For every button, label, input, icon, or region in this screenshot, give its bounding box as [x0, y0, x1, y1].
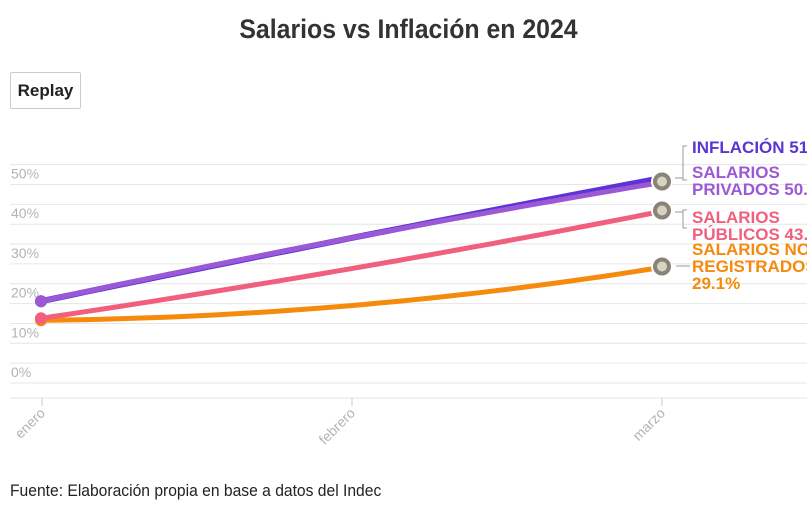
replay-button[interactable]: Replay: [10, 72, 81, 109]
series-label-no_registrados: SALARIOS NO: [692, 240, 807, 259]
end-marker-inner-publicos: [657, 205, 667, 216]
label-connector-publicos: [682, 209, 687, 229]
end-marker-inner-privados: [657, 176, 667, 187]
series-line-publicos: [38, 209, 664, 321]
y-tick-label: 10%: [11, 324, 39, 340]
y-tick-label: 20%: [11, 285, 39, 301]
y-tick-label: 50%: [11, 166, 39, 182]
series-line-no_registrados: [38, 265, 664, 323]
y-tick-label: 0%: [11, 364, 31, 380]
series-label-inflacion: INFLACIÓN 51.6%: [692, 138, 807, 157]
y-tick-label: 40%: [11, 205, 39, 221]
x-tick-label: febrero: [315, 405, 358, 448]
series-label-privados: SALARIOS: [692, 163, 780, 182]
chart-title: Salarios vs Inflación en 2024: [239, 14, 578, 44]
x-tick-label: marzo: [629, 405, 668, 444]
label-connector-top: [682, 145, 687, 181]
series-label-no_registrados: REGISTRADOS: [692, 257, 807, 276]
series-start-dot-publicos: [35, 312, 47, 325]
series-line-privados: [38, 180, 664, 304]
series-start-dot-privados: [35, 295, 47, 308]
series-label-publicos: PÚBLICOS 43.2%: [692, 225, 807, 244]
y-tick-label: 30%: [11, 245, 39, 261]
source-note: Fuente: Elaboración propia en base a dat…: [10, 481, 382, 500]
y-axis: 0% 10% 20% 30% 40% 50%: [11, 166, 39, 381]
series-label-no_registrados: 29.1%: [692, 274, 740, 293]
x-tick-label: enero: [11, 405, 48, 442]
series-lines: [35, 170, 673, 327]
series-label-privados: PRIVADOS 50.5%: [692, 180, 807, 199]
end-marker-inner-no_registrados: [657, 261, 667, 272]
series-label-publicos: SALARIOS: [692, 208, 780, 227]
x-axis: enero febrero marzo: [11, 398, 668, 447]
